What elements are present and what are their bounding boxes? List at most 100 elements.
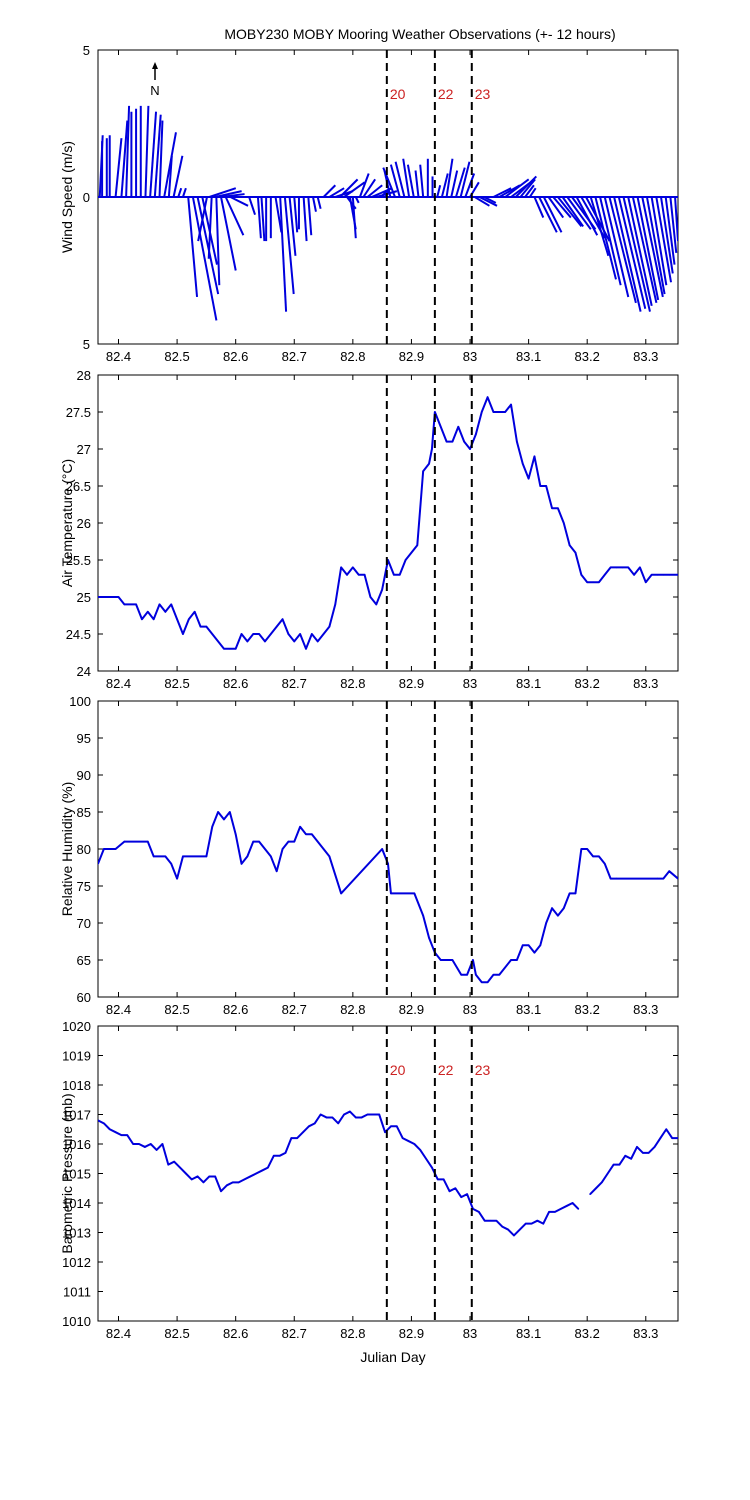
data-point: [275, 870, 278, 872]
wind-vector-stick: [256, 196, 262, 239]
y-tick-label: 1011: [63, 1285, 91, 1300]
y-tick-label: 1012: [62, 1255, 91, 1270]
wind-vector-stick: [493, 187, 512, 198]
data-point: [422, 470, 424, 473]
data-point: [677, 1137, 678, 1139]
data-point: [598, 855, 600, 858]
data-point: [630, 1157, 632, 1160]
data-point: [141, 618, 143, 620]
data-point: [492, 411, 495, 413]
data-point: [272, 1155, 275, 1157]
data-point: [223, 818, 225, 821]
data-point: [516, 959, 518, 961]
data-point: [281, 848, 284, 850]
data-point: [123, 840, 126, 843]
event-marker-label: 22: [438, 86, 454, 102]
x-tick-label: 82.8: [340, 676, 365, 691]
data-point: [639, 566, 641, 569]
wind-vector-stick: [474, 196, 490, 207]
data-point: [431, 448, 433, 450]
data-point: [381, 588, 383, 591]
wind-vector-stick: [547, 196, 565, 219]
data-point: [390, 1125, 392, 1128]
chart-panel-3: 82.4 82.5 82.6 82.7 82.8 82.9 83 83.1 83.2 83.3 10…: [59, 1019, 679, 1341]
wind-vector-stick: [307, 196, 313, 236]
data-point: [349, 1110, 351, 1113]
data-point: [234, 648, 237, 650]
data-point: [395, 1125, 398, 1128]
data-point: [340, 566, 342, 569]
data-point: [164, 855, 167, 858]
data-point: [340, 892, 342, 895]
data-point: [311, 633, 313, 635]
data-point: [328, 855, 331, 858]
data-point: [451, 440, 454, 443]
data-point: [545, 922, 547, 924]
wind-vector-stick: [224, 196, 245, 236]
data-point: [609, 566, 612, 569]
data-point: [229, 648, 231, 650]
data-point: [316, 640, 319, 643]
data-point: [252, 840, 255, 843]
wind-vector-stick: [120, 120, 129, 198]
wind-vector-stick: [182, 187, 187, 198]
data-point: [185, 1172, 187, 1175]
wind-vector-stick: [641, 196, 664, 298]
x-tick-label: 82.4: [106, 676, 131, 691]
data-point: [434, 411, 436, 413]
data-point: [234, 833, 237, 835]
x-tick-label: 82.6: [223, 676, 248, 691]
wind-vector-stick: [414, 170, 420, 198]
data-point: [375, 603, 378, 606]
data-point: [328, 625, 331, 628]
data-point: [644, 581, 647, 583]
y-tick-label: 1013: [62, 1226, 91, 1241]
data-point: [170, 863, 173, 865]
data-point: [601, 1181, 603, 1184]
data-point: [258, 840, 260, 843]
data-point: [457, 426, 460, 428]
x-tick-label: 82.9: [399, 349, 424, 364]
data-point: [428, 463, 430, 465]
x-tick-label: 82.9: [399, 1326, 424, 1341]
data-point: [211, 826, 214, 828]
data-point: [223, 648, 225, 650]
wind-vector-stick: [339, 178, 359, 198]
data-point: [357, 574, 360, 576]
data-point: [281, 618, 284, 620]
data-point: [489, 1219, 492, 1222]
data-point: [612, 1163, 615, 1166]
wind-vector-stick: [440, 173, 449, 198]
data-point: [501, 1225, 504, 1228]
data-point: [510, 959, 512, 961]
wind-vector-stick: [464, 173, 476, 198]
data-point: [120, 1134, 123, 1136]
wind-vector-stick: [220, 193, 245, 198]
data-point: [668, 870, 671, 872]
data-point: [267, 1166, 269, 1169]
data-point: [425, 1157, 427, 1160]
series-line: [589, 1128, 678, 1195]
wind-vector-stick: [220, 196, 237, 271]
data-point: [422, 914, 424, 917]
data-point: [152, 855, 155, 858]
y-tick-label: 1014: [62, 1196, 91, 1211]
wind-vector-stick: [248, 196, 256, 215]
data-point: [615, 877, 618, 880]
data-point: [237, 1181, 240, 1184]
wind-vector-stick: [631, 196, 658, 304]
data-point: [521, 944, 524, 946]
data-point: [486, 981, 489, 983]
data-point: [372, 1113, 375, 1116]
wind-vector-stick: [163, 132, 177, 198]
x-tick-label: 82.4: [106, 349, 131, 364]
y-axis-label: Relative Humidity (%): [59, 782, 75, 917]
wind-vector-stick: [627, 196, 653, 306]
data-point: [624, 1155, 627, 1157]
y-axis-label: Air Temperature (°C): [59, 459, 75, 587]
data-point: [190, 1178, 193, 1181]
north-arrow-head: [152, 62, 158, 69]
event-marker-label: 20: [390, 86, 406, 102]
data-point: [436, 1178, 439, 1181]
data-point: [557, 914, 559, 917]
